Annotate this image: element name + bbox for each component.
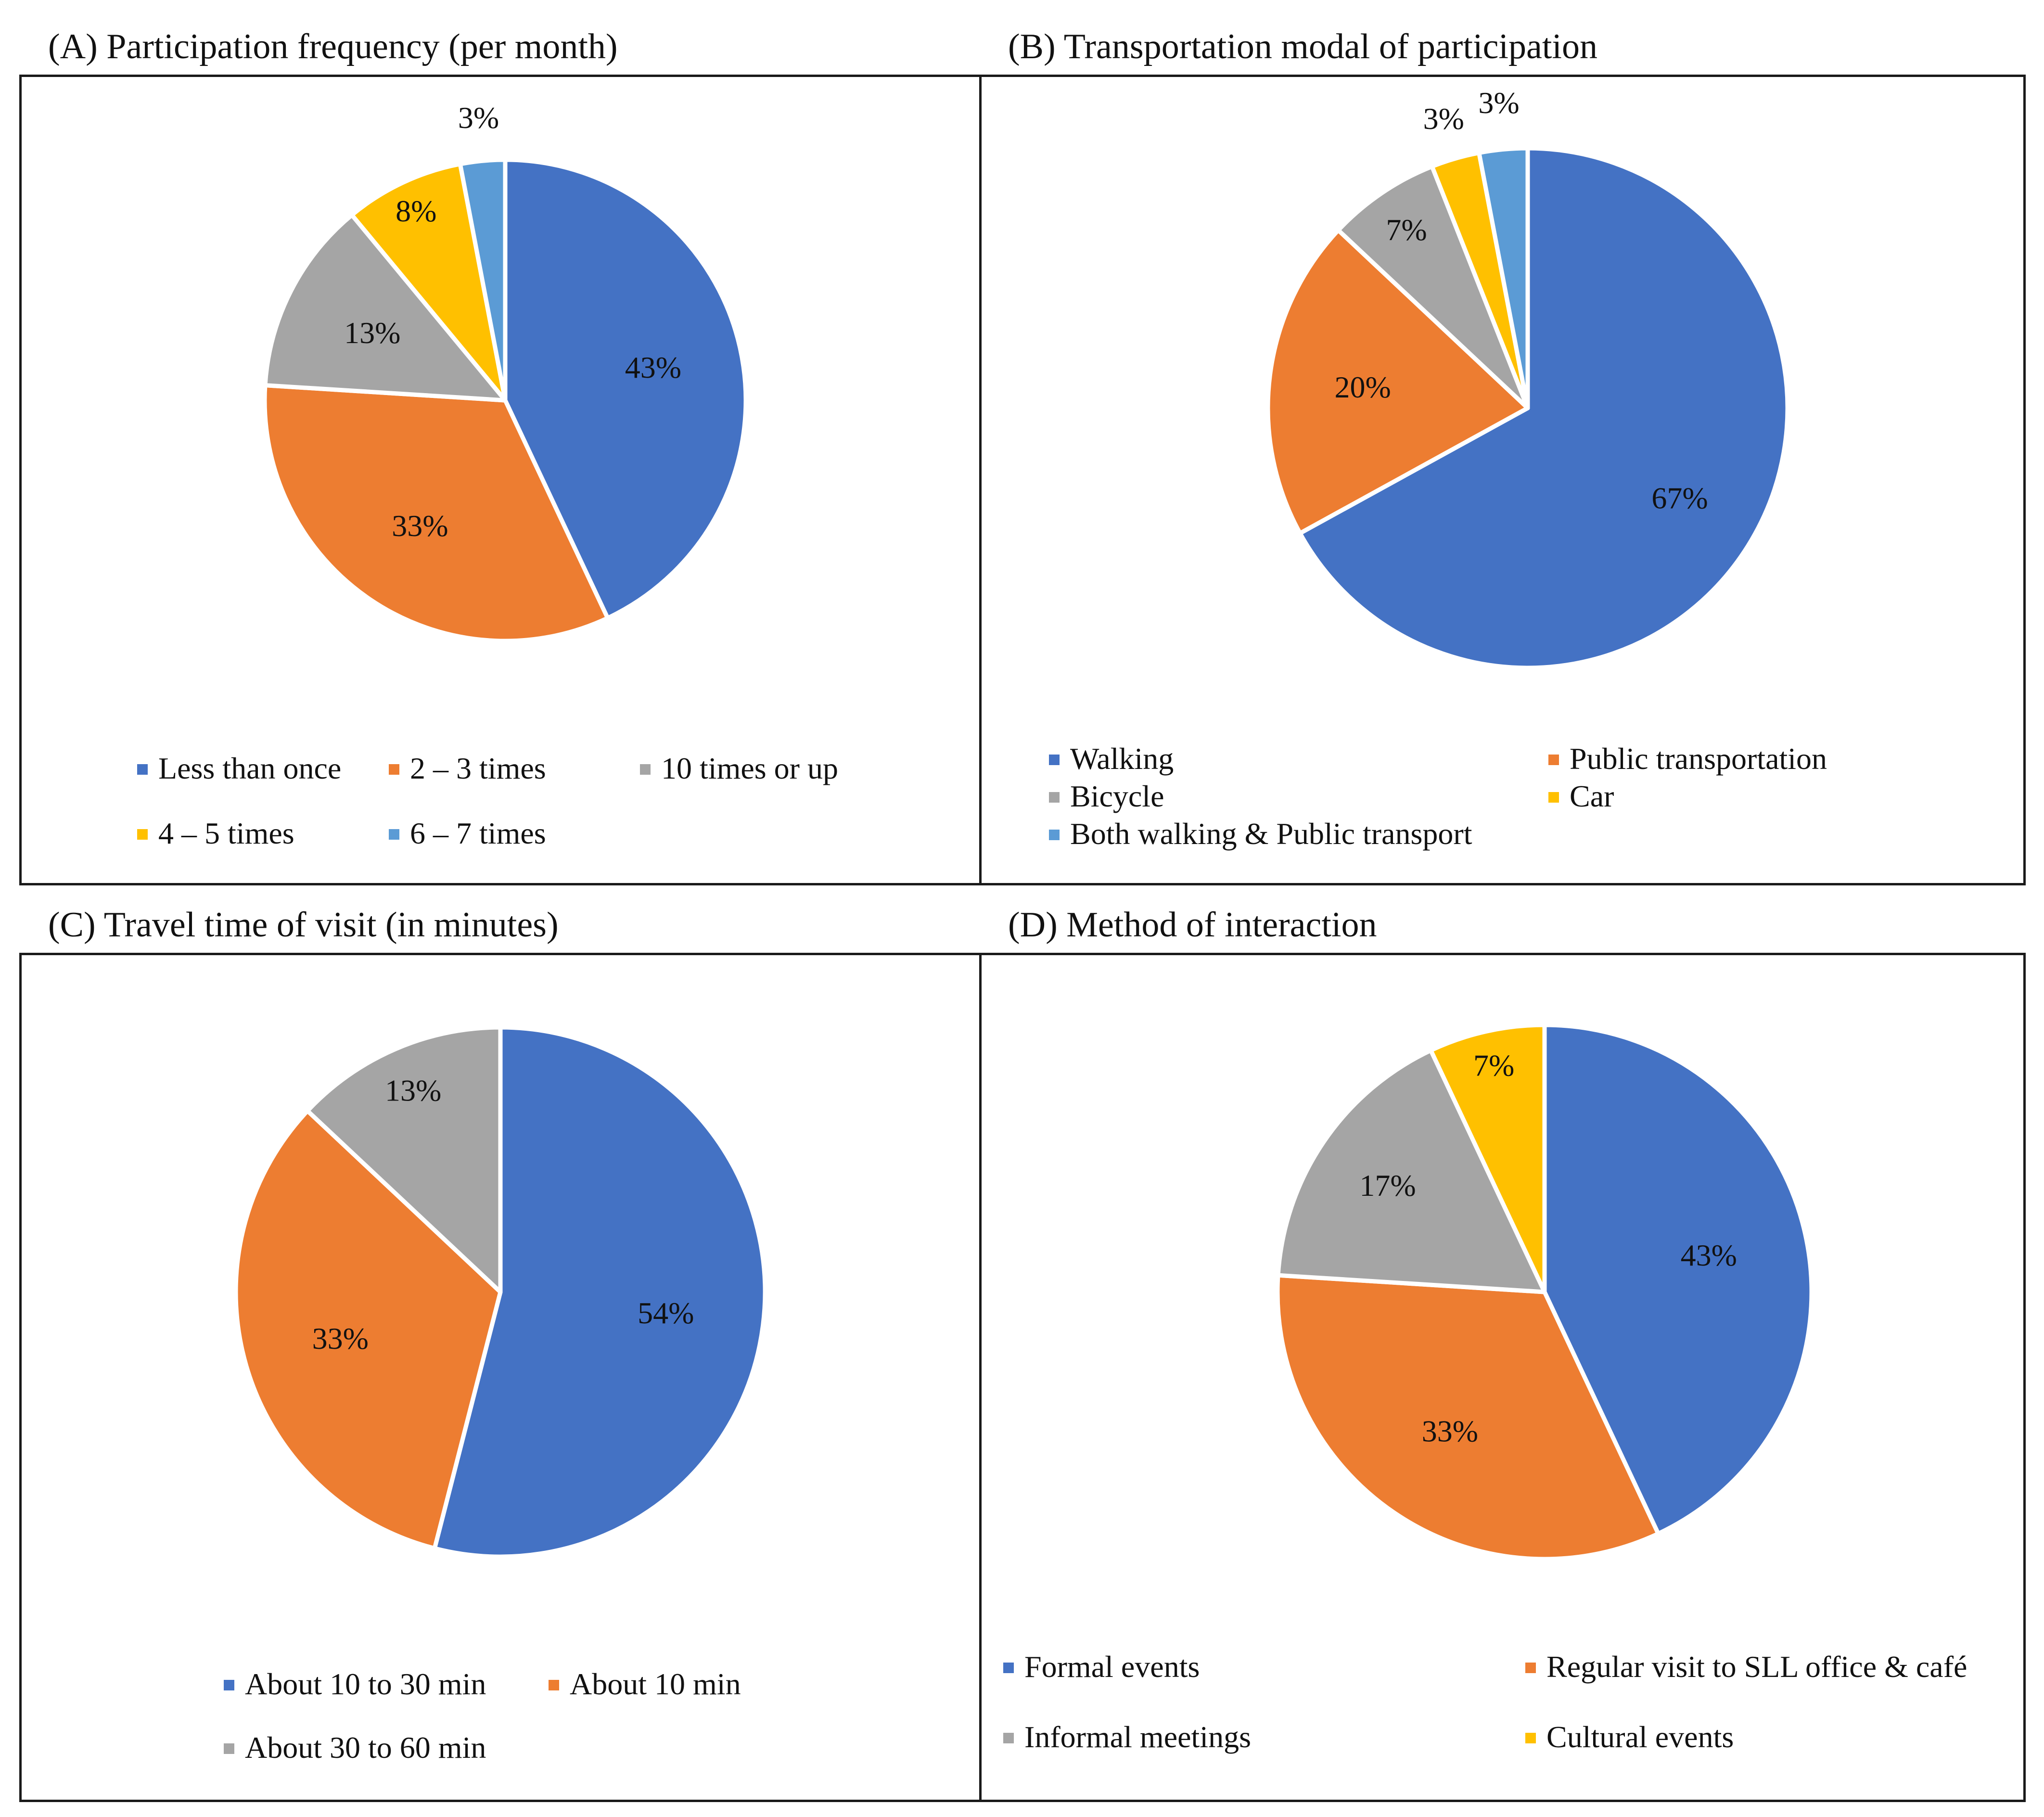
legend-d-cultural-events: Cultural events — [1525, 1722, 1734, 1753]
chart-c-title: (C) Travel time of visit (in minutes) — [48, 905, 559, 945]
pie-slice-6-7-times — [458, 157, 508, 403]
data-label: 7% — [1473, 1048, 1514, 1082]
legend-label: About 10 to 30 min — [245, 1667, 486, 1701]
legend-a-10-times-or-up: 10 times or up — [640, 753, 838, 784]
legend-c-about-30-to-60-min: About 30 to 60 min — [224, 1732, 486, 1763]
chart-b-pie: 67% 20% 7% 3% 3% — [1265, 86, 1790, 670]
pie-slice-regular-visit-to-sll-office-caf — [1275, 1273, 1661, 1561]
pie-slice-less-than-once — [503, 157, 748, 620]
data-label: 17% — [1359, 1168, 1416, 1203]
pie-slice-cultural-events — [1429, 1023, 1547, 1294]
legend-label: Cultural events — [1546, 1720, 1734, 1754]
legend-label: Informal meetings — [1024, 1720, 1251, 1754]
legend-label: Public transportation — [1570, 742, 1827, 776]
data-label: 3% — [1423, 102, 1464, 136]
legend-a-6-7-times: 6 – 7 times — [389, 818, 546, 849]
pie-slice-bicycle — [1336, 164, 1530, 410]
data-label: 3% — [1478, 86, 1519, 120]
chart-b-title: (B) Transportation modal of participatio… — [1008, 27, 1597, 66]
legend-b-bicycle: Bicycle — [1049, 781, 1164, 812]
legend-swatch — [389, 764, 399, 775]
legend-b-public-transportation: Public transportation — [1548, 743, 1827, 774]
pie-slice-about-30-to-60-min — [305, 1025, 503, 1294]
legend-swatch — [389, 829, 399, 840]
legend-b-walking: Walking — [1049, 743, 1174, 774]
legend-label: Less than once — [158, 751, 342, 785]
legend-label: Bicycle — [1070, 779, 1164, 813]
legend-label: Regular visit to SLL office & café — [1546, 1650, 1967, 1684]
data-label: 13% — [385, 1074, 441, 1108]
legend-a-4-5-times: 4 – 5 times — [137, 818, 294, 849]
pie-slice-public-transportation — [1265, 228, 1530, 536]
data-label: 13% — [344, 316, 400, 350]
legend-b-both-walking-public-transport: Both walking & Public transport — [1049, 819, 1472, 849]
legend-b-car: Car — [1548, 781, 1614, 812]
pie-slice-about-10-to-30-min — [432, 1025, 767, 1559]
chart-c-pie: 54% 33% 13% — [233, 1025, 767, 1559]
legend-swatch — [1003, 1663, 1014, 1673]
legend-swatch — [1525, 1733, 1536, 1743]
data-label: 8% — [396, 194, 436, 228]
data-label: 33% — [1422, 1414, 1478, 1448]
chart-d-pie: 43% 33% 17% 7% — [1275, 1023, 1814, 1561]
legend-label: Both walking & Public transport — [1070, 817, 1472, 851]
data-label: 54% — [638, 1296, 694, 1330]
data-label: 67% — [1651, 481, 1708, 515]
chart-a-pie: 43% 33% 13% 8% 3% — [262, 101, 748, 643]
legend-swatch — [1049, 792, 1060, 803]
chart-b-frame — [979, 75, 2026, 885]
legend-label: 10 times or up — [661, 751, 838, 785]
legend-swatch — [224, 1743, 234, 1754]
chart-d-frame — [979, 953, 2026, 1802]
legend-d-formal-events: Formal events — [1003, 1651, 1200, 1682]
legend-swatch — [137, 764, 148, 775]
pie-slice-walking — [1298, 146, 1790, 670]
legend-d-regular-visit: Regular visit to SLL office & café — [1525, 1651, 1967, 1682]
legend-swatch — [1548, 792, 1559, 803]
legend-swatch — [640, 764, 651, 775]
data-label: 7% — [1386, 213, 1427, 247]
pie-slice-informal-meetings — [1276, 1048, 1547, 1294]
legend-label: Formal events — [1024, 1650, 1200, 1684]
chart-d-title: (D) Method of interaction — [1008, 905, 1377, 945]
legend-label: 4 – 5 times — [158, 816, 294, 850]
legend-d-informal-meetings: Informal meetings — [1003, 1722, 1251, 1753]
legend-c-about-10-to-30-min: About 10 to 30 min — [224, 1669, 486, 1700]
legend-swatch — [1548, 755, 1559, 765]
legend-swatch — [1049, 755, 1060, 765]
legend-label: 2 – 3 times — [410, 751, 546, 785]
legend-swatch — [1003, 1733, 1014, 1743]
legend-c-about-10-min: About 10 min — [549, 1669, 741, 1700]
legend-swatch — [1525, 1663, 1536, 1673]
pie-slice-formal-events — [1542, 1023, 1814, 1536]
data-label: 43% — [1681, 1238, 1737, 1272]
data-label: 43% — [625, 350, 681, 384]
data-label: 3% — [458, 101, 499, 135]
pie-slice-about-10-min — [233, 1109, 503, 1551]
legend-swatch — [137, 829, 148, 840]
legend-swatch — [1049, 830, 1060, 840]
pie-slice-both-walking-public-transport — [1477, 146, 1530, 410]
data-label: 33% — [312, 1321, 369, 1356]
pie-slice-4-5-times — [349, 162, 508, 403]
pie-slice-10-times-or-up — [263, 213, 508, 403]
legend-label: Walking — [1070, 742, 1174, 776]
chart-a-title: (A) Participation frequency (per month) — [48, 27, 618, 66]
legend-a-2-3-times: 2 – 3 times — [389, 753, 546, 784]
data-label: 33% — [392, 509, 448, 543]
data-label: 20% — [1334, 370, 1391, 404]
legend-swatch — [549, 1680, 559, 1690]
legend-label: 6 – 7 times — [410, 816, 546, 850]
legend-a-less-than-once: Less than once — [137, 753, 341, 784]
pie-slice-2-3-times — [262, 383, 610, 643]
legend-label: About 30 to 60 min — [245, 1730, 486, 1765]
legend-label: About 10 min — [570, 1667, 741, 1701]
legend-label: Car — [1570, 779, 1614, 813]
legend-swatch — [224, 1680, 234, 1690]
